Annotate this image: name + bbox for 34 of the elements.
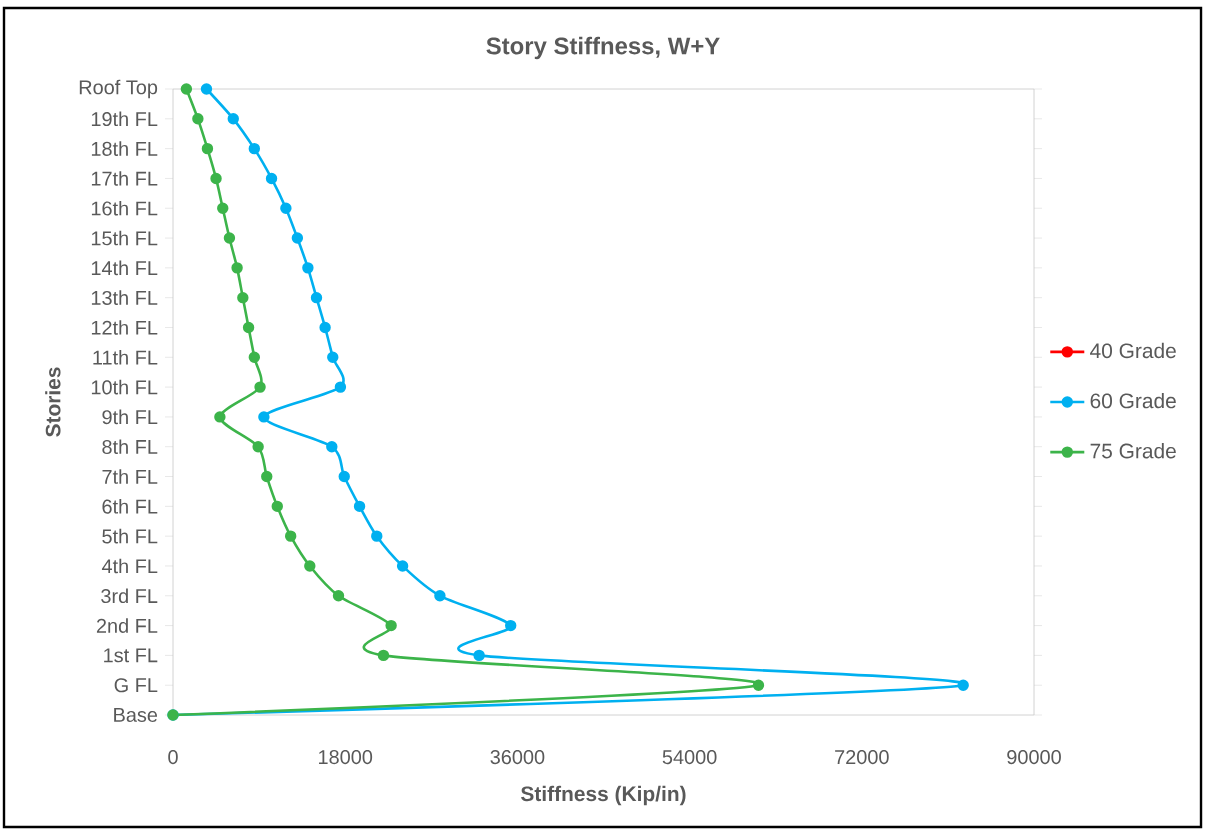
x-tick-label: 36000 <box>490 750 545 765</box>
x-tick-label: 54000 <box>662 750 717 765</box>
y-tick-label: 6th FL <box>102 499 158 514</box>
y-tick-label: 4th FL <box>101 558 158 574</box>
x-axis-title: Stiffness (Kip/in) <box>520 785 686 806</box>
y-tick-label: 1st FL <box>104 648 158 663</box>
legend-label: 60 Grade <box>1090 392 1176 409</box>
y-axis-title: Stories <box>45 367 61 437</box>
y-tick-label: 10th FL <box>91 379 158 395</box>
y-tick-label: 9th FL <box>102 409 158 425</box>
y-tick-label: 18th FL <box>91 141 158 156</box>
x-tick-label: 0 <box>168 750 178 765</box>
y-tick-label: 19th FL <box>91 111 158 127</box>
y-tick-label: 11th FL <box>93 349 158 365</box>
y-tick-label: 14th FL <box>91 260 158 276</box>
y-tick-label: G FL <box>114 678 158 693</box>
y-tick-label: 17th FL <box>91 171 158 186</box>
y-tick-label: 2nd FL <box>96 618 158 633</box>
y-tick-label: 5th FL <box>102 528 158 544</box>
legend-label: 75 Grade <box>1090 443 1176 459</box>
x-tick-label: 72000 <box>835 750 889 765</box>
y-tick-label: 8th FL <box>102 439 158 455</box>
legend-label: 40 Grade <box>1090 342 1176 359</box>
x-tick-label: 18000 <box>319 750 373 765</box>
y-tick-label: 13th FL <box>91 290 158 305</box>
y-tick-label: Base <box>114 708 158 722</box>
y-tick-label: 3rd FL <box>101 588 158 604</box>
y-tick-label: 7th FL <box>102 469 158 484</box>
y-tick-label: Roof Top <box>79 79 158 99</box>
y-tick-label: 12th FL <box>91 320 158 335</box>
y-tick-label: 15th FL <box>91 230 158 246</box>
x-tick-label: 90000 <box>1007 750 1061 765</box>
y-tick-label: 16th FL <box>91 200 158 216</box>
chart-title: Story Stiffness, W+Y <box>486 36 720 60</box>
